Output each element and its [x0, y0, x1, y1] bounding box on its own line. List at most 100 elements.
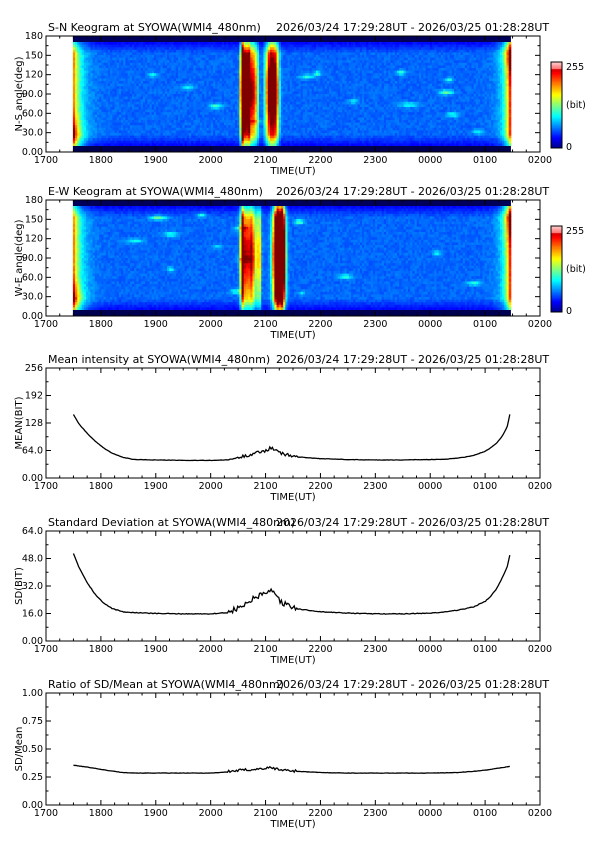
x-tick-label: 2200	[308, 808, 332, 819]
keogram-top-band	[73, 200, 511, 206]
x-axis-label: TIME(UT)	[269, 819, 315, 830]
x-tick-label: 2000	[199, 319, 223, 330]
y-axis-label: N-S angle(deg)	[14, 56, 25, 131]
y-tick-label: 128	[25, 418, 43, 429]
plot-frame	[46, 693, 540, 805]
x-tick-label: 1900	[144, 808, 168, 819]
keogram-bottom-band	[73, 146, 511, 152]
x-tick-label: 0100	[473, 155, 497, 166]
x-tick-label: 1900	[144, 155, 168, 166]
series-line	[73, 414, 509, 460]
y-tick-label: 150	[25, 214, 43, 225]
colorbar-min-label: 0	[566, 306, 572, 317]
x-tick-label: 1800	[89, 155, 113, 166]
y-axis-label: SD(BIT)	[14, 567, 25, 605]
colorbar-max-label: 255	[566, 62, 584, 73]
y-tick-label: 192	[25, 391, 43, 402]
x-tick-label: 2300	[363, 155, 387, 166]
keogram-image	[73, 200, 511, 316]
x-tick-label: 1900	[144, 481, 168, 492]
colorbar-unit-label: (bit)	[566, 100, 586, 111]
x-tick-label: 0000	[418, 155, 442, 166]
x-tick-label: 2100	[253, 644, 277, 655]
x-tick-label: 0200	[528, 808, 552, 819]
x-tick-label: 2100	[253, 481, 277, 492]
y-tick-label: 180	[25, 195, 43, 206]
colorbar-min-label: 0	[566, 142, 572, 153]
x-tick-label: 1800	[89, 319, 113, 330]
x-tick-label: 2000	[199, 808, 223, 819]
colorbar: 255 (bit) 0	[551, 226, 586, 317]
y-tick-label: 90.0	[22, 89, 43, 100]
y-tick-label: 48.0	[22, 554, 43, 565]
colorbar: 255 (bit) 0	[551, 62, 586, 153]
colorbar-max-label: 255	[566, 226, 584, 237]
x-tick-label: 2300	[363, 808, 387, 819]
y-tick-label: 30.0	[22, 292, 43, 303]
x-tick-label: 2300	[363, 319, 387, 330]
panel-2: E-W Keogram at SYOWA(WMI4_480nm) 2026/03/…	[14, 185, 586, 341]
chart-title: Ratio of SD/Mean at SYOWA(WMI4_480nm)	[48, 678, 284, 691]
chart-time-range: 2026/03/24 17:29:28UT - 2026/03/25 01:28…	[276, 678, 549, 691]
x-tick-label: 1800	[89, 808, 113, 819]
keogram-top-band	[73, 36, 511, 42]
x-axis-label: TIME(UT)	[269, 330, 315, 341]
y-tick-label: 180	[25, 31, 43, 42]
x-tick-label: 2200	[308, 319, 332, 330]
x-tick-label: 0100	[473, 319, 497, 330]
x-tick-label: 0000	[418, 644, 442, 655]
panel-1: S-N Keogram at SYOWA(WMI4_480nm) 2026/03/…	[14, 21, 586, 177]
series-line	[73, 554, 509, 615]
y-tick-label: 256	[25, 363, 43, 374]
y-tick-label: 32.0	[22, 581, 43, 592]
chart-title: S-N Keogram at SYOWA(WMI4_480nm)	[48, 21, 261, 34]
y-tick-label: 120	[25, 234, 43, 245]
y-tick-label: 30.0	[22, 128, 43, 139]
x-tick-label: 0000	[418, 481, 442, 492]
x-tick-label: 2100	[253, 808, 277, 819]
x-tick-label: 0100	[473, 481, 497, 492]
x-tick-label: 0100	[473, 808, 497, 819]
panel-3: Mean intensity at SYOWA(WMI4_480nm) 2026/…	[14, 353, 552, 503]
x-tick-label: 2200	[308, 644, 332, 655]
x-axis-label: TIME(UT)	[269, 655, 315, 666]
panel-5: Ratio of SD/Mean at SYOWA(WMI4_480nm)202…	[14, 678, 552, 830]
y-tick-label: 1.00	[22, 688, 43, 699]
x-tick-label: 2000	[199, 481, 223, 492]
plot-frame	[46, 368, 540, 478]
chart-title: E-W Keogram at SYOWA(WMI4_480nm)	[48, 185, 263, 198]
y-tick-label: 0.75	[22, 716, 43, 727]
x-tick-label: 0200	[528, 155, 552, 166]
x-tick-label: 0100	[473, 644, 497, 655]
y-tick-label: 0.00	[22, 800, 43, 811]
x-tick-label: 0200	[528, 644, 552, 655]
y-tick-label: 150	[25, 50, 43, 61]
x-axis-label: TIME(UT)	[269, 492, 315, 503]
x-tick-label: 2300	[363, 644, 387, 655]
x-axis-label: TIME(UT)	[269, 166, 315, 177]
x-tick-label: 2200	[308, 155, 332, 166]
y-tick-label: 60.0	[22, 272, 43, 283]
x-tick-label: 2100	[253, 155, 277, 166]
keogram-image	[73, 36, 511, 152]
y-tick-label: 0.00	[22, 636, 43, 647]
colorbar-unit-label: (bit)	[566, 264, 586, 275]
y-tick-label: 0.00	[22, 311, 43, 322]
chart-title: Mean intensity at SYOWA(WMI4_480nm)	[48, 353, 270, 366]
y-tick-label: 120	[25, 70, 43, 81]
x-tick-label: 0000	[418, 319, 442, 330]
x-tick-label: 2200	[308, 481, 332, 492]
chart-title: Standard Deviation at SYOWA(WMI4_480nm)	[48, 516, 295, 529]
y-tick-label: 0.25	[22, 772, 43, 783]
y-tick-label: 0.00	[22, 473, 43, 484]
keogram-bottom-band	[73, 310, 511, 316]
x-tick-label: 1800	[89, 644, 113, 655]
x-tick-label: 0200	[528, 481, 552, 492]
plot-frame	[46, 531, 540, 641]
chart-time-range: 2026/03/24 17:29:28UT - 2026/03/25 01:28…	[276, 353, 549, 366]
y-tick-label: 90.0	[22, 253, 43, 264]
x-tick-label: 2300	[363, 481, 387, 492]
y-tick-label: 0.00	[22, 147, 43, 158]
x-tick-label: 1800	[89, 481, 113, 492]
